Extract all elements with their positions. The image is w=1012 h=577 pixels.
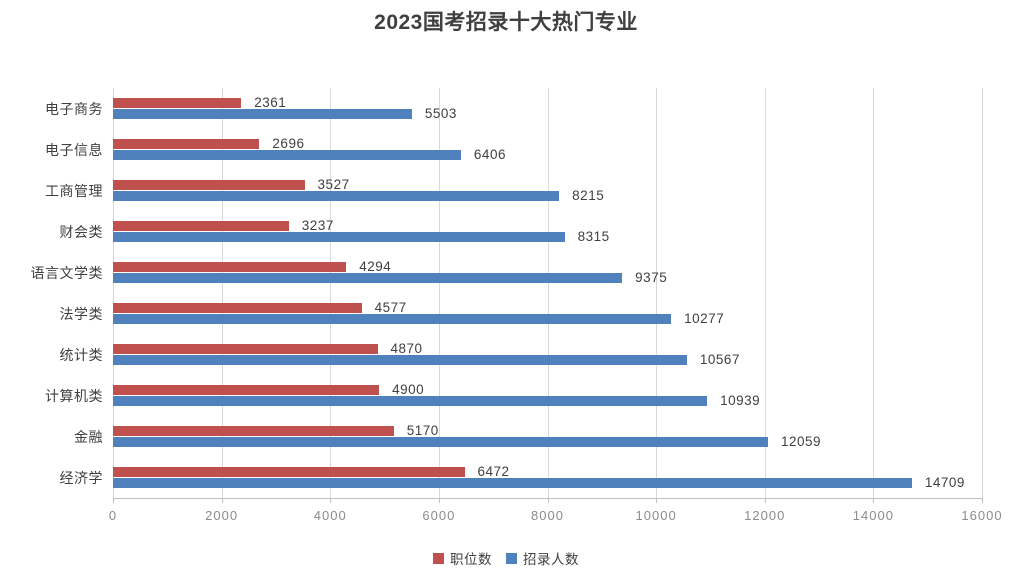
bar-value-label: 4577	[374, 300, 407, 315]
bar-recruits	[113, 231, 565, 242]
bar-value-label: 4294	[359, 259, 392, 274]
bar-value-label: 12059	[780, 433, 821, 449]
bar-value-label: 3237	[301, 218, 334, 233]
x-tick-label: 6000	[422, 508, 456, 523]
category-label: 电子信息	[45, 141, 103, 158]
bar-value-label: 10567	[699, 351, 740, 367]
gridline	[764, 88, 766, 498]
bar-value-label: 2361	[254, 95, 287, 110]
bar-positions	[113, 385, 380, 395]
axis-tick	[982, 498, 983, 503]
axis-tick	[873, 498, 875, 503]
axis-tick	[221, 498, 223, 503]
bar-recruits	[113, 354, 687, 365]
bar-positions	[113, 467, 465, 477]
axis-tick	[438, 498, 440, 503]
category-label: 电子商务	[45, 100, 103, 117]
chart-title: 2023国考招录十大热门专业	[374, 11, 638, 34]
category-label: 工商管理	[45, 182, 103, 199]
bar-positions	[113, 139, 260, 149]
legend-label-positions: 职位数	[450, 552, 492, 567]
bar-recruits	[113, 313, 672, 324]
legend-label-recruits: 招录人数	[523, 552, 579, 567]
bar-value-label: 4870	[390, 341, 423, 356]
bar-value-label: 14709	[924, 474, 965, 490]
bar-value-label: 5503	[424, 105, 457, 121]
bar-positions	[113, 303, 362, 313]
bar-recruits	[113, 272, 623, 283]
x-tick-label: 10000	[635, 508, 677, 523]
plot-area: 电子商务 2361 5503 电子信息 2696 6406 工商管理 3527 8215 财会类 3…	[31, 88, 983, 503]
bar-positions	[113, 262, 347, 272]
gridline	[982, 88, 983, 498]
bar-value-label: 4900	[392, 382, 425, 397]
bar-positions	[113, 180, 305, 190]
x-axis: 0 2000 4000 6000 8000 10000 12000 14000 16000	[109, 508, 1002, 528]
axis-tick	[547, 498, 549, 503]
gridline	[656, 88, 658, 498]
bar-recruits	[113, 108, 412, 119]
axis-tick	[656, 498, 658, 503]
bar-positions	[113, 344, 378, 354]
bar-value-label: 3527	[317, 177, 350, 192]
legend: 职位数 招录人数	[0, 548, 1012, 568]
bar-positions	[113, 426, 394, 436]
bar-recruits	[113, 149, 461, 160]
bar-value-label: 6472	[477, 464, 510, 479]
category-label: 经济学	[59, 469, 103, 486]
x-tick-label: 14000	[852, 508, 894, 523]
legend-item-recruits: 招录人数	[506, 548, 579, 568]
category-label: 语言文学类	[30, 264, 103, 281]
axis-tick	[330, 498, 332, 503]
category-label: 财会类	[59, 223, 103, 240]
bar-value-label: 10939	[720, 392, 761, 408]
bar-positions	[113, 98, 242, 108]
bar-value-label: 6406	[473, 146, 506, 162]
bar-recruits	[113, 190, 560, 201]
gridline	[438, 88, 440, 498]
bar-positions	[113, 221, 289, 231]
x-tick-label: 12000	[744, 508, 786, 523]
gridline	[547, 88, 549, 498]
bar-value-label: 9375	[635, 269, 668, 285]
legend-swatch-recruits	[506, 552, 517, 564]
gridline	[330, 88, 332, 498]
bar-value-label: 8215	[572, 187, 605, 203]
gridline	[873, 88, 875, 498]
category-label: 统计类	[59, 346, 103, 363]
bar-value-label: 10277	[684, 310, 725, 326]
legend-item-positions: 职位数	[433, 548, 492, 568]
x-tick-label: 8000	[531, 508, 564, 523]
bar-value-label: 5170	[406, 423, 439, 438]
bar-recruits	[113, 477, 912, 488]
category-label: 法学类	[59, 305, 103, 322]
category-label: 金融	[74, 428, 103, 445]
gridline	[113, 88, 114, 498]
legend-swatch-positions	[433, 552, 444, 564]
x-tick-label: 4000	[313, 508, 347, 523]
bar-recruits	[113, 395, 708, 406]
bar-recruits	[113, 436, 768, 447]
gridline	[221, 88, 223, 498]
axis-tick	[113, 498, 114, 503]
x-tick-label: 0	[108, 508, 118, 523]
bar-value-label: 2696	[272, 136, 305, 151]
category-label: 计算机类	[45, 387, 103, 404]
x-tick-label: 2000	[205, 508, 239, 523]
bar-value-label: 8315	[577, 228, 610, 244]
axis-tick	[764, 498, 766, 503]
x-tick-label: 16000	[961, 508, 1003, 523]
